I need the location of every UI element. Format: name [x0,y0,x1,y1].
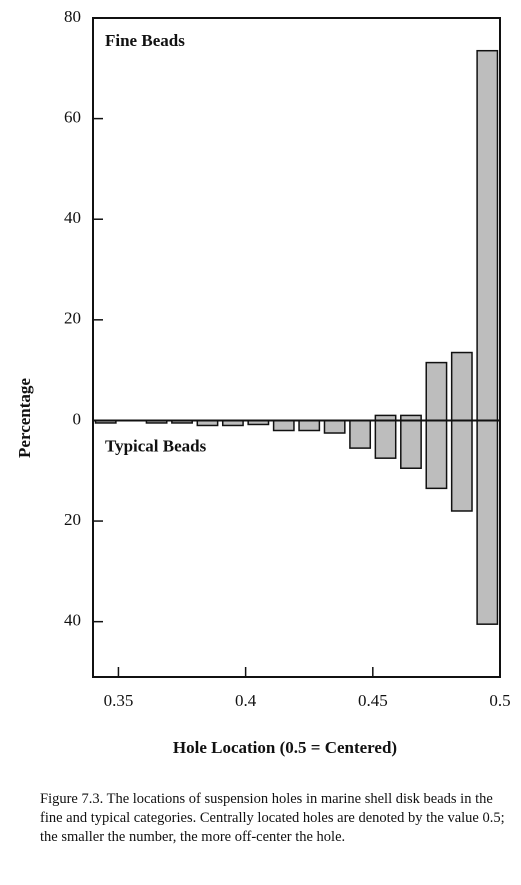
bar [476,49,499,422]
plot-frame [92,17,501,678]
x-tick-label: 0.5 [489,691,510,710]
y-tick-label: 40 [64,611,81,630]
bar [450,419,473,512]
y-tick-label: 80 [64,7,81,26]
chart: Percentage Hole Location (0.5 = Centered… [15,7,511,757]
bar [272,419,295,432]
x-tick-label: 0.4 [235,691,257,710]
bar [400,419,422,469]
caption: Figure 7.3. The locations of suspension … [40,791,505,845]
y-tick-label: 40 [64,208,81,227]
y-tick-label: 60 [64,108,81,127]
bar [323,419,346,434]
y-axis-label: Percentage [15,378,34,458]
bar [476,419,499,625]
bar [374,419,397,459]
series-label: Fine Beads [105,31,185,50]
series-label: Typical Beads [105,436,207,455]
bar [450,351,473,422]
bar [425,419,448,490]
y-tick-label: 0 [73,409,82,428]
x-tick-label: 0.45 [358,691,388,710]
y-tick-label: 20 [64,309,81,328]
y-tick-label: 20 [64,510,81,529]
bar [349,419,372,449]
bar [425,361,448,422]
bar [298,419,321,432]
x-tick-label: 0.35 [104,691,134,710]
x-axis-label: Hole Location (0.5 = Centered) [173,738,397,757]
